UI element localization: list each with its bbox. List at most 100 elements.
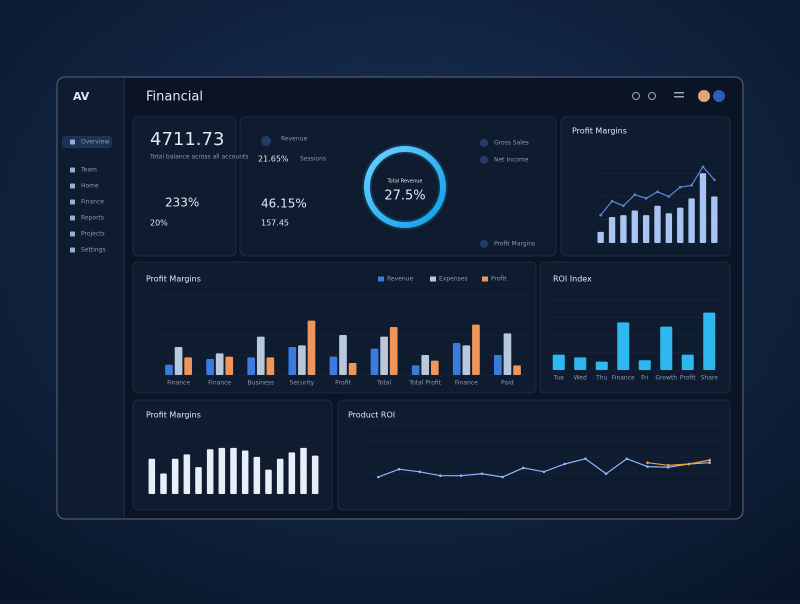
bar (620, 215, 627, 243)
sidebar-menu: Overview Team Home Finance Reports Projects Se… (62, 136, 112, 254)
bar (171, 458, 179, 494)
bar (329, 356, 338, 375)
bar (148, 458, 156, 494)
menu-icon (70, 199, 75, 205)
legend-icon (480, 139, 488, 147)
search-icon[interactable] (648, 92, 656, 100)
point (646, 461, 649, 465)
bar (206, 359, 214, 375)
point (459, 474, 463, 478)
bar (552, 354, 565, 370)
label: Sessions (300, 156, 326, 163)
menu-item[interactable]: Team (80, 167, 97, 174)
header-title: Financial (146, 90, 203, 105)
icon[interactable] (632, 92, 640, 100)
metric-sub: 157.45 (261, 219, 289, 228)
kpi-value: 4711.73 (150, 129, 224, 150)
menu-item[interactable]: Finance (81, 199, 104, 206)
bar (195, 467, 202, 494)
point (480, 472, 484, 476)
logo: AV (73, 90, 90, 103)
bar (266, 357, 275, 375)
menu-item[interactable]: Reports (81, 215, 104, 222)
metric: 46.15% (261, 197, 307, 211)
x-tick-label: Paid (501, 380, 514, 387)
point (708, 461, 711, 465)
bar (421, 355, 430, 375)
bar (184, 357, 192, 375)
menu-item[interactable]: Settings (81, 247, 106, 254)
menu-icon[interactable] (674, 92, 684, 94)
bar (165, 364, 173, 375)
panel (560, 116, 731, 257)
bar (265, 469, 272, 494)
bar (247, 357, 256, 375)
x-tick-label: Finance (167, 380, 190, 387)
bar (348, 363, 357, 375)
legend-text: Net Income (494, 156, 529, 163)
bar (206, 449, 214, 494)
point (610, 199, 614, 203)
donut-ring (364, 146, 446, 228)
x-tick-label: Share (701, 375, 719, 382)
x-tick-label: Wed (574, 375, 587, 382)
bar (288, 452, 296, 494)
point (604, 472, 608, 476)
bar (513, 365, 521, 375)
point (521, 466, 525, 470)
line (647, 459, 710, 466)
bar (174, 347, 183, 375)
chart-title: Profit Margins (146, 275, 201, 284)
point (397, 467, 401, 471)
bar (230, 447, 237, 494)
x-tick-label: Tue (553, 375, 565, 382)
menu-item[interactable]: Projects (81, 231, 105, 238)
avatar[interactable] (698, 90, 710, 102)
bar (339, 335, 347, 375)
point (646, 465, 649, 468)
active-item[interactable] (62, 136, 112, 148)
legend-text: Profit Margins (494, 240, 535, 247)
bar (574, 357, 587, 370)
bar (253, 456, 261, 494)
menu-item[interactable]: Overview (81, 139, 109, 146)
panel (337, 399, 731, 511)
icon (261, 136, 271, 146)
bar (654, 205, 661, 243)
x-tick-label: Fri (641, 375, 648, 382)
badge[interactable] (713, 90, 725, 102)
bar (631, 210, 638, 243)
point (713, 178, 716, 182)
bar (494, 355, 502, 375)
menu-icon (70, 183, 75, 189)
point (666, 465, 670, 469)
point (501, 475, 504, 479)
bar (608, 216, 616, 243)
point (687, 462, 691, 466)
kpi-caption: Total balance across all accounts (149, 154, 249, 161)
x-tick-label: Finance (455, 380, 478, 387)
metric: 233% (165, 196, 199, 210)
menu-item[interactable]: Home (81, 183, 99, 190)
bar (430, 360, 439, 375)
bar (215, 353, 224, 375)
legend-text: Revenue (387, 276, 413, 283)
x-tick-label: Finance (208, 380, 231, 387)
bar (241, 450, 249, 494)
menu-icon (70, 139, 75, 145)
chart-title: ROI Index (553, 275, 592, 284)
menu-icon (70, 247, 75, 253)
bar (389, 327, 398, 375)
point (625, 457, 629, 461)
bar (218, 447, 226, 494)
menu-icon (70, 215, 75, 221)
legend-text: Profit (491, 276, 507, 283)
bar (595, 361, 608, 370)
bar (688, 198, 695, 243)
legend-icon (480, 155, 488, 164)
legend-swatch (378, 276, 384, 282)
point (644, 197, 648, 200)
bar (256, 336, 265, 375)
